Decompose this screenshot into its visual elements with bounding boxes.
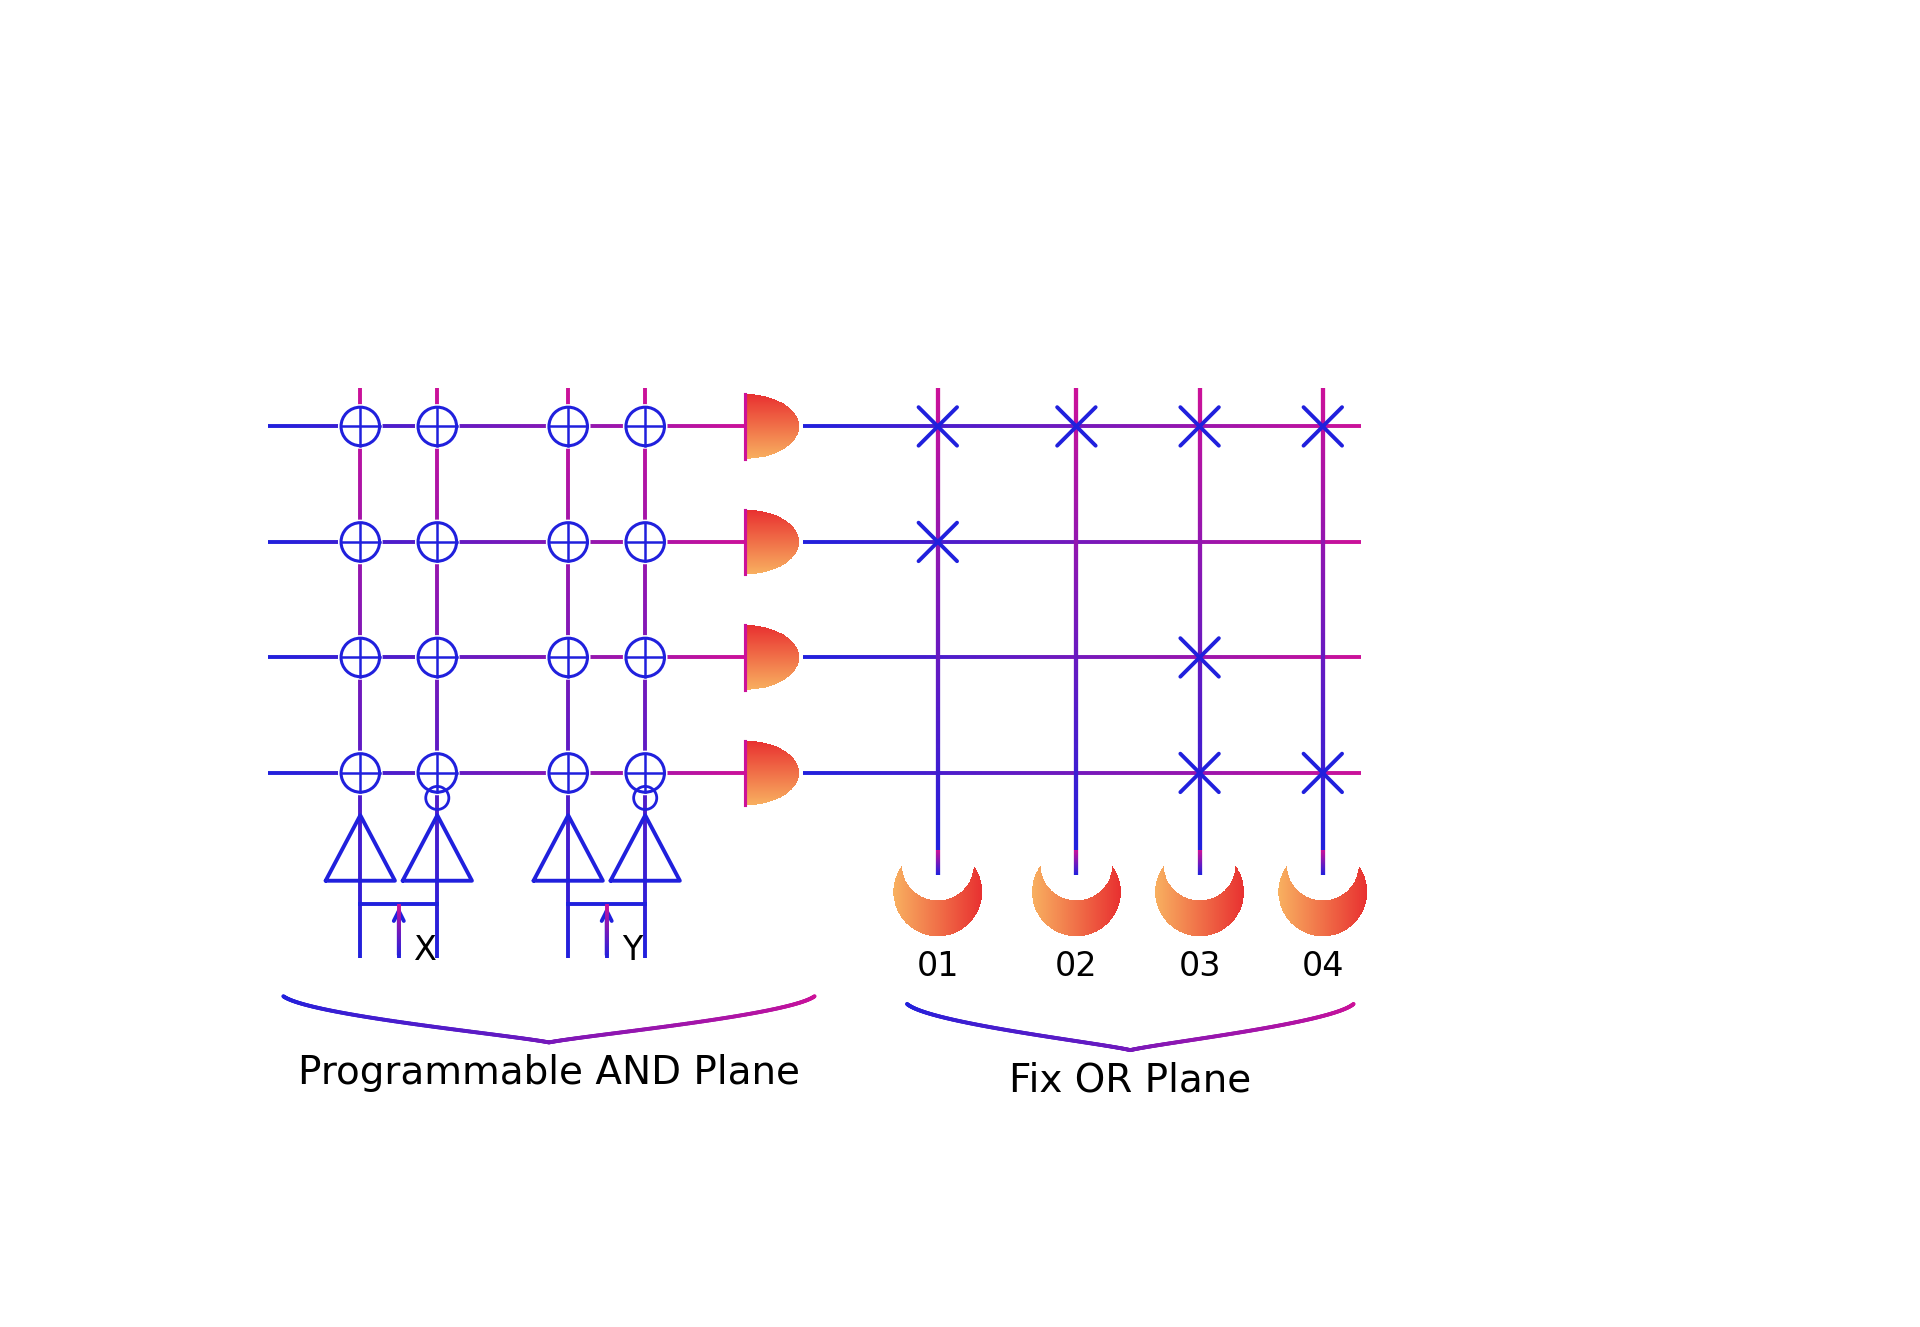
Circle shape — [338, 520, 382, 564]
Circle shape — [545, 751, 591, 795]
Circle shape — [338, 636, 382, 679]
Circle shape — [545, 520, 591, 564]
Text: 04: 04 — [1302, 950, 1344, 983]
Circle shape — [415, 520, 459, 564]
Circle shape — [338, 751, 382, 795]
Circle shape — [545, 405, 591, 449]
Circle shape — [622, 405, 668, 449]
Circle shape — [622, 751, 668, 795]
Text: X: X — [415, 933, 438, 966]
Circle shape — [415, 636, 459, 679]
Circle shape — [338, 405, 382, 449]
Circle shape — [415, 405, 459, 449]
Text: Programmable AND Plane: Programmable AND Plane — [298, 1054, 801, 1092]
Circle shape — [545, 636, 591, 679]
Circle shape — [622, 520, 668, 564]
Text: 02: 02 — [1056, 950, 1098, 983]
Text: 03: 03 — [1179, 950, 1221, 983]
Circle shape — [622, 636, 668, 679]
Text: Fix OR Plane: Fix OR Plane — [1010, 1062, 1252, 1100]
Text: Y: Y — [622, 933, 643, 966]
Circle shape — [415, 751, 459, 795]
Text: 01: 01 — [916, 950, 960, 983]
